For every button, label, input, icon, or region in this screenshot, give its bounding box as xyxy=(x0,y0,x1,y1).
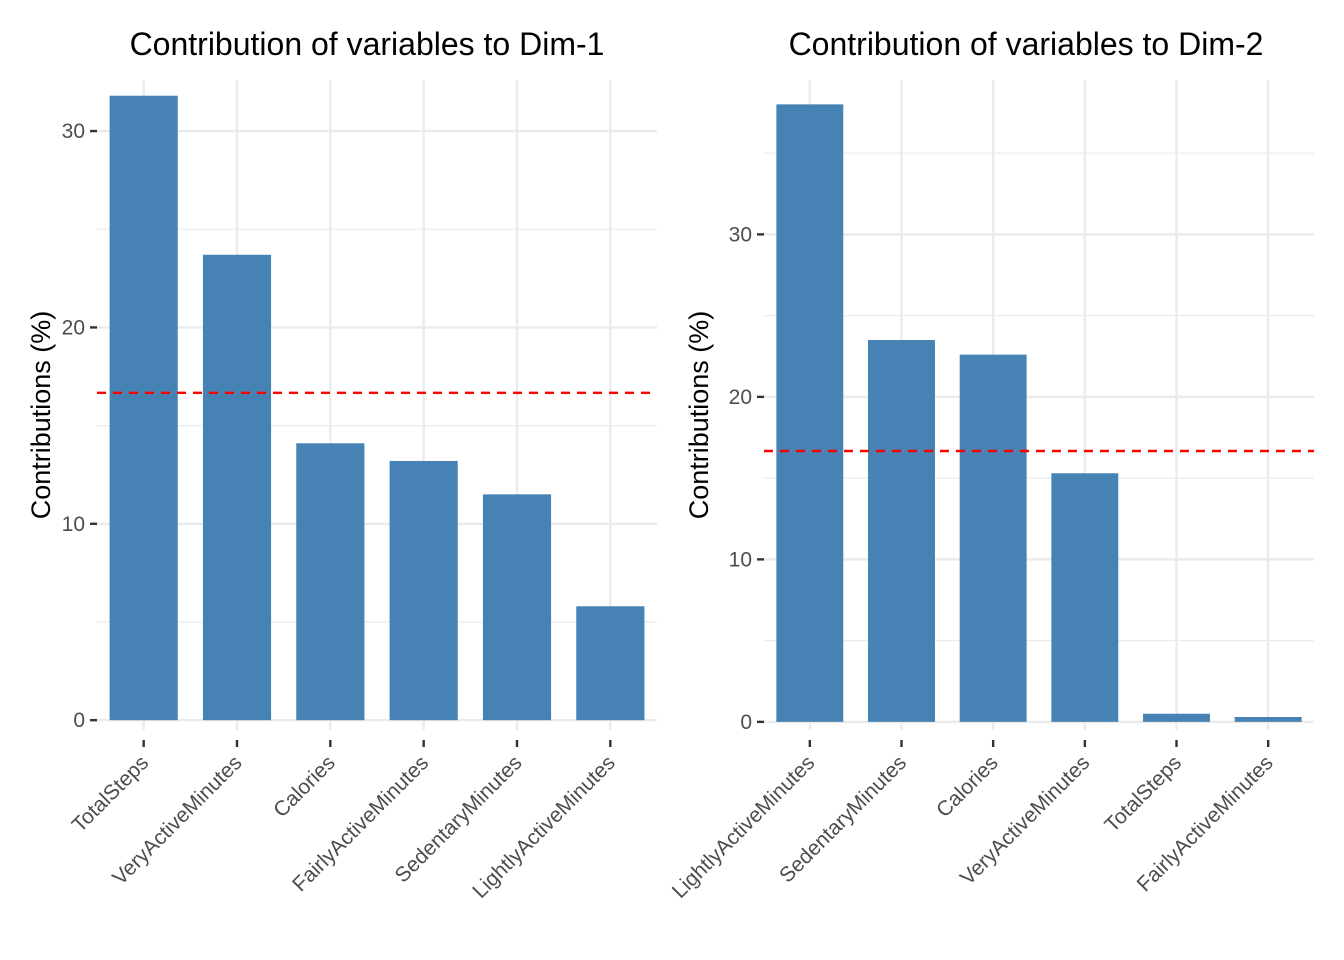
bar-SedentaryMinutes xyxy=(868,340,935,722)
y-tick-label: 30 xyxy=(729,223,752,246)
major-gridlines xyxy=(764,80,1314,730)
chart-title: Contribution of variables to Dim-2 xyxy=(789,26,1264,62)
y-axis-label: Contributions (%) xyxy=(26,311,56,520)
chart-title: Contribution of variables to Dim-1 xyxy=(130,26,605,62)
x-tick-label: TotalSteps xyxy=(68,751,154,837)
y-tick-label: 10 xyxy=(62,513,85,536)
bar-SedentaryMinutes xyxy=(482,494,552,721)
y-tick-label: 30 xyxy=(62,120,85,143)
bar-FairlyActiveMinutes xyxy=(389,460,458,721)
bar-TotalSteps xyxy=(1143,713,1210,722)
y-tick-label: 0 xyxy=(740,711,752,734)
bar-LightlyActiveMinutes xyxy=(776,104,844,722)
bar-FairlyActiveMinutes xyxy=(1234,717,1302,722)
x-tick-label: Calories xyxy=(932,751,1003,822)
y-axis: 0 10 20 30 xyxy=(729,223,764,734)
bar-VeryActiveMinutes xyxy=(1051,473,1119,722)
y-tick-label: 20 xyxy=(729,386,752,409)
bar-VeryActiveMinutes xyxy=(202,254,272,721)
bar-TotalSteps xyxy=(109,95,178,721)
y-tick-label: 0 xyxy=(73,709,85,732)
bar-LightlyActiveMinutes xyxy=(576,606,645,721)
y-axis-label: Contributions (%) xyxy=(684,311,714,520)
minor-gridlines xyxy=(97,228,657,623)
y-tick-label: 20 xyxy=(62,316,85,339)
y-tick-label: 10 xyxy=(729,548,752,571)
bar-Calories xyxy=(296,443,365,721)
x-tick-label: TotalSteps xyxy=(1100,751,1186,837)
panel-dim-2: 0 10 20 30 LightlyActiveMinutesSedentaryMinu… xyxy=(668,26,1314,903)
major-gridlines xyxy=(97,80,657,730)
bar-Calories xyxy=(959,354,1027,722)
bars xyxy=(776,104,1302,722)
x-tick-label: Calories xyxy=(269,751,340,822)
y-axis: 0 10 20 30 xyxy=(62,120,97,732)
minor-gridlines xyxy=(764,152,1314,642)
bars xyxy=(109,95,645,721)
